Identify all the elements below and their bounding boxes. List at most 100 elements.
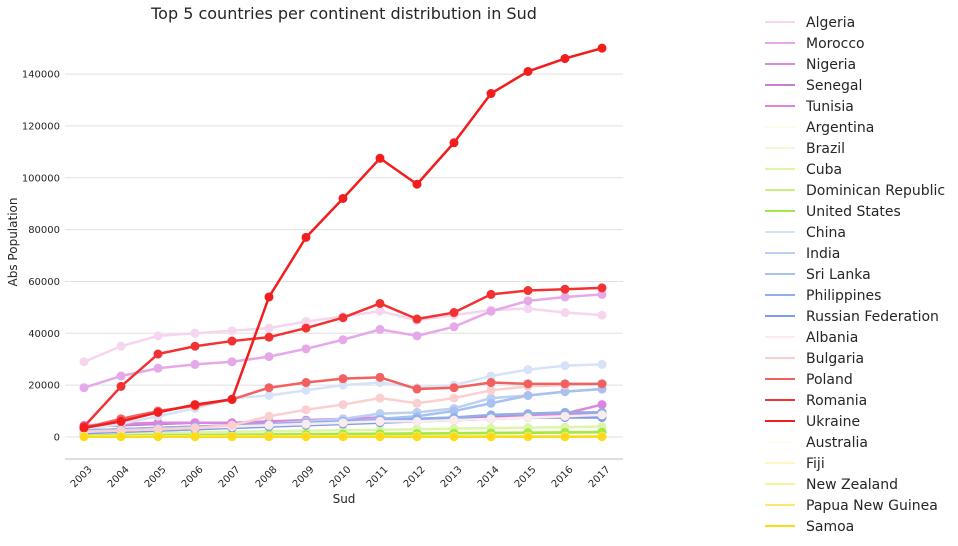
legend: Algeria Morocco Nigeria Senegal Tunisia Argen… bbox=[765, 15, 945, 535]
data-point bbox=[339, 418, 348, 427]
data-point bbox=[413, 417, 422, 426]
x-tick-label: 2010 bbox=[328, 464, 354, 490]
x-tick-labels: 2003 2004 2005 2006 2007 2008 2009 2010 2011 2012… bbox=[69, 464, 613, 490]
data-point bbox=[80, 432, 89, 441]
data-point bbox=[413, 385, 422, 394]
legend-label: Morocco bbox=[806, 36, 865, 52]
data-point bbox=[154, 350, 163, 359]
data-point bbox=[191, 423, 200, 432]
data-point bbox=[302, 233, 311, 242]
data-point bbox=[561, 379, 570, 388]
x-tick-label: 2006 bbox=[180, 464, 206, 490]
legend-item: Sri Lanka bbox=[765, 267, 871, 283]
data-point bbox=[339, 374, 348, 383]
data-point bbox=[598, 360, 607, 369]
data-point bbox=[302, 378, 311, 387]
x-tick-label: 2016 bbox=[550, 464, 576, 490]
data-point bbox=[191, 342, 200, 351]
data-point bbox=[524, 432, 533, 441]
legend-label: New Zealand bbox=[806, 477, 898, 493]
data-point bbox=[265, 391, 274, 400]
legend-item: Dominican Republic bbox=[765, 183, 945, 199]
legend-item: Ukraine bbox=[765, 414, 860, 430]
legend-item: Morocco bbox=[765, 36, 865, 52]
legend-item: Albania bbox=[765, 330, 858, 346]
data-point bbox=[376, 154, 385, 163]
data-point bbox=[80, 423, 89, 432]
data-point bbox=[154, 331, 163, 340]
legend-label: Poland bbox=[806, 372, 853, 388]
data-point bbox=[339, 335, 348, 344]
legend-label: India bbox=[806, 246, 840, 262]
x-tick-label: 2017 bbox=[587, 464, 613, 490]
data-point bbox=[376, 373, 385, 382]
data-point bbox=[376, 299, 385, 308]
x-tick-label: 2007 bbox=[217, 464, 243, 490]
legend-item: Fiji bbox=[765, 456, 825, 472]
x-tick-label: 2015 bbox=[513, 464, 539, 490]
series-samoa bbox=[80, 432, 607, 441]
data-point bbox=[154, 364, 163, 373]
x-tick-label: 2011 bbox=[365, 464, 391, 490]
data-point bbox=[265, 292, 274, 301]
data-point bbox=[302, 432, 311, 441]
data-point bbox=[265, 333, 274, 342]
data-point bbox=[450, 394, 459, 403]
legend-label: Argentina bbox=[806, 120, 874, 136]
legend-item: Romania bbox=[765, 393, 867, 409]
legend-label: Tunisia bbox=[805, 99, 854, 115]
data-point bbox=[561, 308, 570, 317]
data-point bbox=[524, 304, 533, 313]
data-point bbox=[228, 357, 237, 366]
series-lines bbox=[80, 44, 607, 442]
legend-item: Bulgaria bbox=[765, 351, 864, 367]
data-point bbox=[376, 325, 385, 334]
data-point bbox=[524, 379, 533, 388]
legend-item: Papua New Guinea bbox=[765, 498, 938, 514]
data-point bbox=[524, 67, 533, 76]
data-point bbox=[191, 400, 200, 409]
x-tick-label: 2013 bbox=[439, 464, 465, 490]
x-tick-label: 2008 bbox=[254, 464, 280, 490]
data-point bbox=[117, 342, 126, 351]
legend-label: Algeria bbox=[806, 15, 855, 31]
data-point bbox=[191, 329, 200, 338]
data-point bbox=[228, 395, 237, 404]
data-point bbox=[339, 313, 348, 322]
chart-title: Top 5 countries per continent distributi… bbox=[150, 4, 537, 23]
legend-item: New Zealand bbox=[765, 477, 898, 493]
legend-label: Sri Lanka bbox=[806, 267, 871, 283]
data-point bbox=[524, 391, 533, 400]
y-tick-label: 20000 bbox=[28, 381, 60, 392]
data-point bbox=[376, 417, 385, 426]
y-tick-label: 60000 bbox=[28, 277, 60, 288]
data-point bbox=[450, 308, 459, 317]
data-point bbox=[487, 378, 496, 387]
data-point bbox=[80, 357, 89, 366]
legend-item: United States bbox=[765, 204, 901, 220]
data-point bbox=[524, 296, 533, 305]
data-point bbox=[487, 399, 496, 408]
x-tick-label: 2014 bbox=[476, 464, 502, 490]
data-point bbox=[339, 432, 348, 441]
data-point bbox=[80, 383, 89, 392]
legend-item: Poland bbox=[765, 372, 853, 388]
data-point bbox=[117, 372, 126, 381]
legend-item: Senegal bbox=[765, 78, 862, 94]
x-tick-label: 2005 bbox=[143, 464, 169, 490]
legend-item: India bbox=[765, 246, 840, 262]
data-point bbox=[487, 89, 496, 98]
data-point bbox=[524, 365, 533, 374]
data-point bbox=[450, 138, 459, 147]
data-point bbox=[487, 386, 496, 395]
data-point bbox=[413, 315, 422, 324]
y-tick-label: 80000 bbox=[28, 225, 60, 236]
data-point bbox=[487, 290, 496, 299]
legend-label: Romania bbox=[806, 393, 867, 409]
y-tick-label: 140000 bbox=[22, 70, 60, 81]
legend-item: Cuba bbox=[765, 162, 842, 178]
x-tick-label: 2012 bbox=[402, 464, 428, 490]
data-point bbox=[524, 413, 533, 422]
data-point bbox=[561, 361, 570, 370]
